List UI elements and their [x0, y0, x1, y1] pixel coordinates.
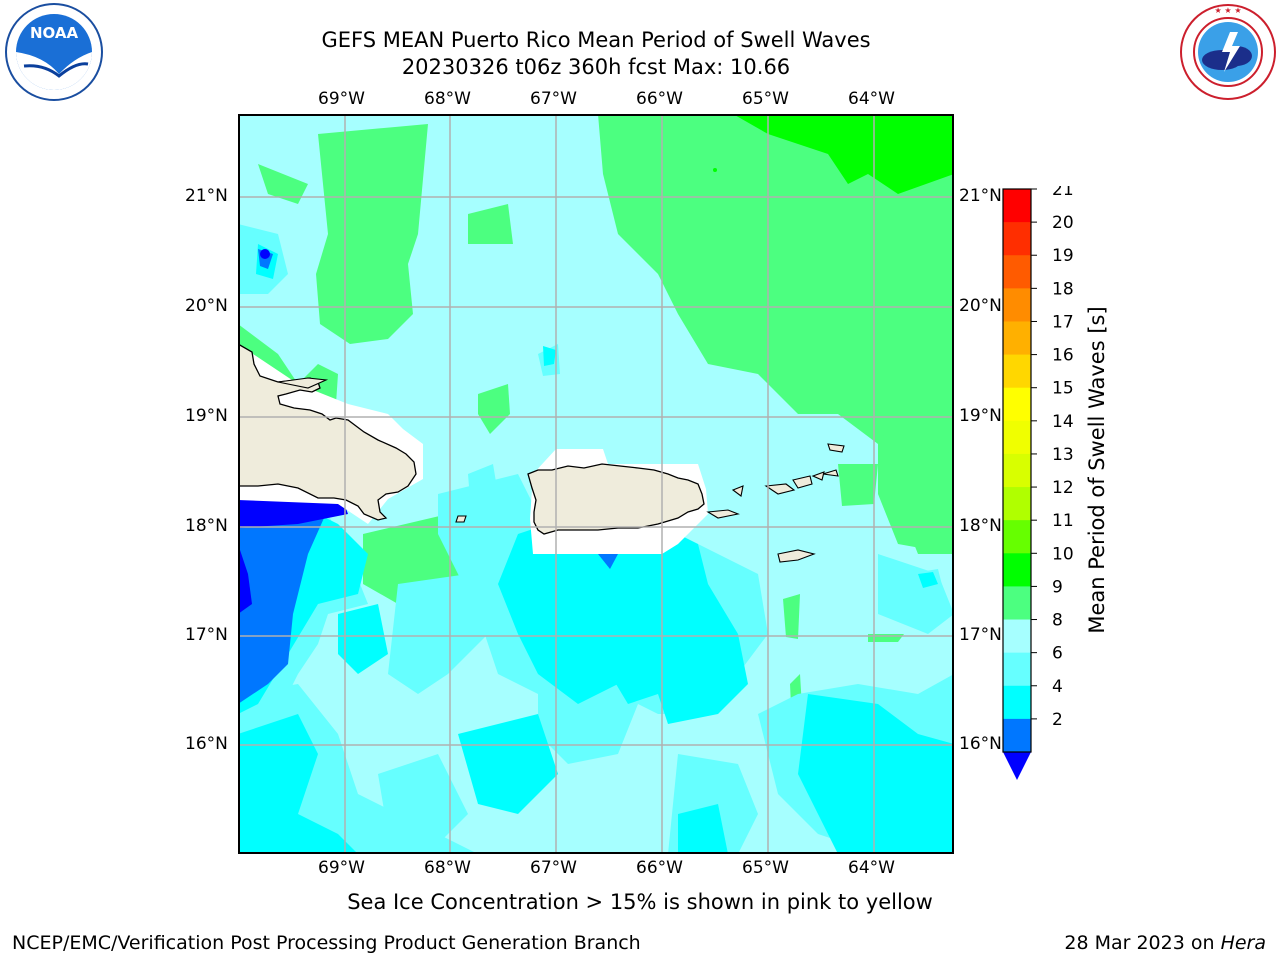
small-islands — [277, 377, 845, 563]
contour-10-11 — [713, 114, 954, 194]
colorbar-segment — [1003, 685, 1031, 720]
colorbar-segments — [1003, 189, 1031, 753]
lon-label: 67°W — [530, 89, 577, 109]
sea-ice-caption: Sea Ice Concentration > 15% is shown in … — [347, 890, 933, 914]
lon-label: 69°W — [318, 89, 365, 109]
map-subtitle: 20230326 t06z 360h fcst Max: 10.66 — [401, 55, 791, 79]
lat-label: 19°N — [185, 406, 228, 426]
colorbar-tick-label: 2 — [1052, 710, 1063, 730]
lon-label: 67°W — [530, 858, 577, 878]
colorbar-ticks: 21 20 19 18 17 16 15 14 13 12 11 10 9 8 6 4 2 — [1031, 186, 1074, 730]
footer-host: Hera — [1220, 932, 1266, 954]
colorbar-label: Mean Period of Swell Waves [s] — [1085, 306, 1109, 634]
lon-label: 69°W — [318, 858, 365, 878]
colorbar-segment — [1003, 222, 1031, 256]
colorbar-border — [1002, 188, 1032, 753]
colorbar-segment — [1003, 189, 1031, 223]
lat-label: 21°N — [959, 186, 1002, 206]
colorbar-tick-label: 6 — [1052, 644, 1063, 664]
puerto-rico-land — [527, 463, 705, 535]
colorbar-segment — [1003, 453, 1031, 488]
colorbar-segment — [1003, 487, 1031, 521]
colorbar-segment — [1003, 718, 1031, 753]
lat-label: 20°N — [959, 296, 1002, 316]
colorbar-segment — [1003, 420, 1031, 455]
footer-date: 28 Mar 2023 on Hera — [1064, 932, 1266, 954]
lat-label: 16°N — [185, 734, 228, 754]
map-border — [238, 114, 954, 854]
lon-label: 64°W — [848, 858, 895, 878]
colorbar-segment — [1003, 321, 1031, 356]
noaa-logo: NOAA — [5, 3, 103, 101]
footer-credit: NCEP/EMC/Verification Post Processing Pr… — [12, 932, 641, 954]
colorbar-tick-label: 12 — [1052, 478, 1074, 498]
lat-label: 18°N — [185, 516, 228, 536]
colorbar-extend-triangle — [1003, 752, 1031, 780]
graticule — [238, 114, 954, 854]
lon-label: 65°W — [742, 89, 789, 109]
colorbar-tick-label: 14 — [1052, 412, 1074, 432]
lat-label: 19°N — [959, 406, 1002, 426]
colorbar-segment — [1003, 520, 1031, 554]
lon-label: 68°W — [424, 89, 471, 109]
lat-label: 17°N — [959, 625, 1002, 645]
lon-label: 65°W — [742, 858, 789, 878]
colorbar-segment — [1003, 652, 1031, 687]
colorbar-tick-label: 4 — [1052, 677, 1063, 697]
lat-label: 20°N — [185, 296, 228, 316]
contour-4-6 — [238, 244, 954, 854]
colorbar-tick-label: 16 — [1052, 346, 1074, 366]
swell-period-map — [238, 114, 954, 854]
colorbar-tick-label: 10 — [1052, 544, 1074, 564]
lat-label: 21°N — [185, 186, 228, 206]
colorbar-segment — [1003, 586, 1031, 621]
colorbar-segment — [1003, 619, 1031, 654]
colorbar-tick-label: 17 — [1052, 312, 1074, 332]
lon-label: 68°W — [424, 858, 471, 878]
lon-label: 66°W — [636, 89, 683, 109]
colorbar-segment — [1003, 354, 1031, 389]
colorbar-tick-label: 15 — [1052, 379, 1074, 399]
colorbar-tick-label: 9 — [1052, 577, 1063, 597]
colorbar: 21 20 19 18 17 16 15 14 13 12 11 10 9 8 6 4 2 — [1002, 186, 1074, 780]
colorbar-tick-label: 19 — [1052, 246, 1074, 266]
colorbar-tick-label: 11 — [1052, 511, 1074, 531]
nws-logo: ★ ★ ★ — [1180, 4, 1276, 100]
colorbar-segment — [1003, 553, 1031, 587]
colorbar-tick-label: 20 — [1052, 213, 1074, 233]
colorbar-tick-label: 8 — [1052, 611, 1063, 631]
footer-date-text: 28 Mar 2023 on — [1064, 932, 1221, 954]
lon-label: 64°W — [848, 89, 895, 109]
contour-lt-2 — [238, 249, 348, 614]
colorbar-tick-label: 21 — [1052, 186, 1074, 200]
svg-text:★ ★ ★: ★ ★ ★ — [1214, 6, 1241, 15]
map-title: GEFS MEAN Puerto Rico Mean Period of Swe… — [321, 28, 871, 52]
colorbar-segment — [1003, 255, 1031, 289]
lat-label: 18°N — [959, 516, 1002, 536]
contour-9-10 — [238, 114, 954, 839]
colorbar-segment — [1003, 288, 1031, 322]
colorbar-segment — [1003, 387, 1031, 422]
lat-label: 16°N — [959, 734, 1002, 754]
colorbar-tick-label: 13 — [1052, 445, 1074, 465]
colorbar-tick-label: 18 — [1052, 279, 1074, 299]
lat-label: 17°N — [185, 625, 228, 645]
noaa-logo-text: NOAA — [30, 24, 79, 42]
lon-label: 66°W — [636, 858, 683, 878]
